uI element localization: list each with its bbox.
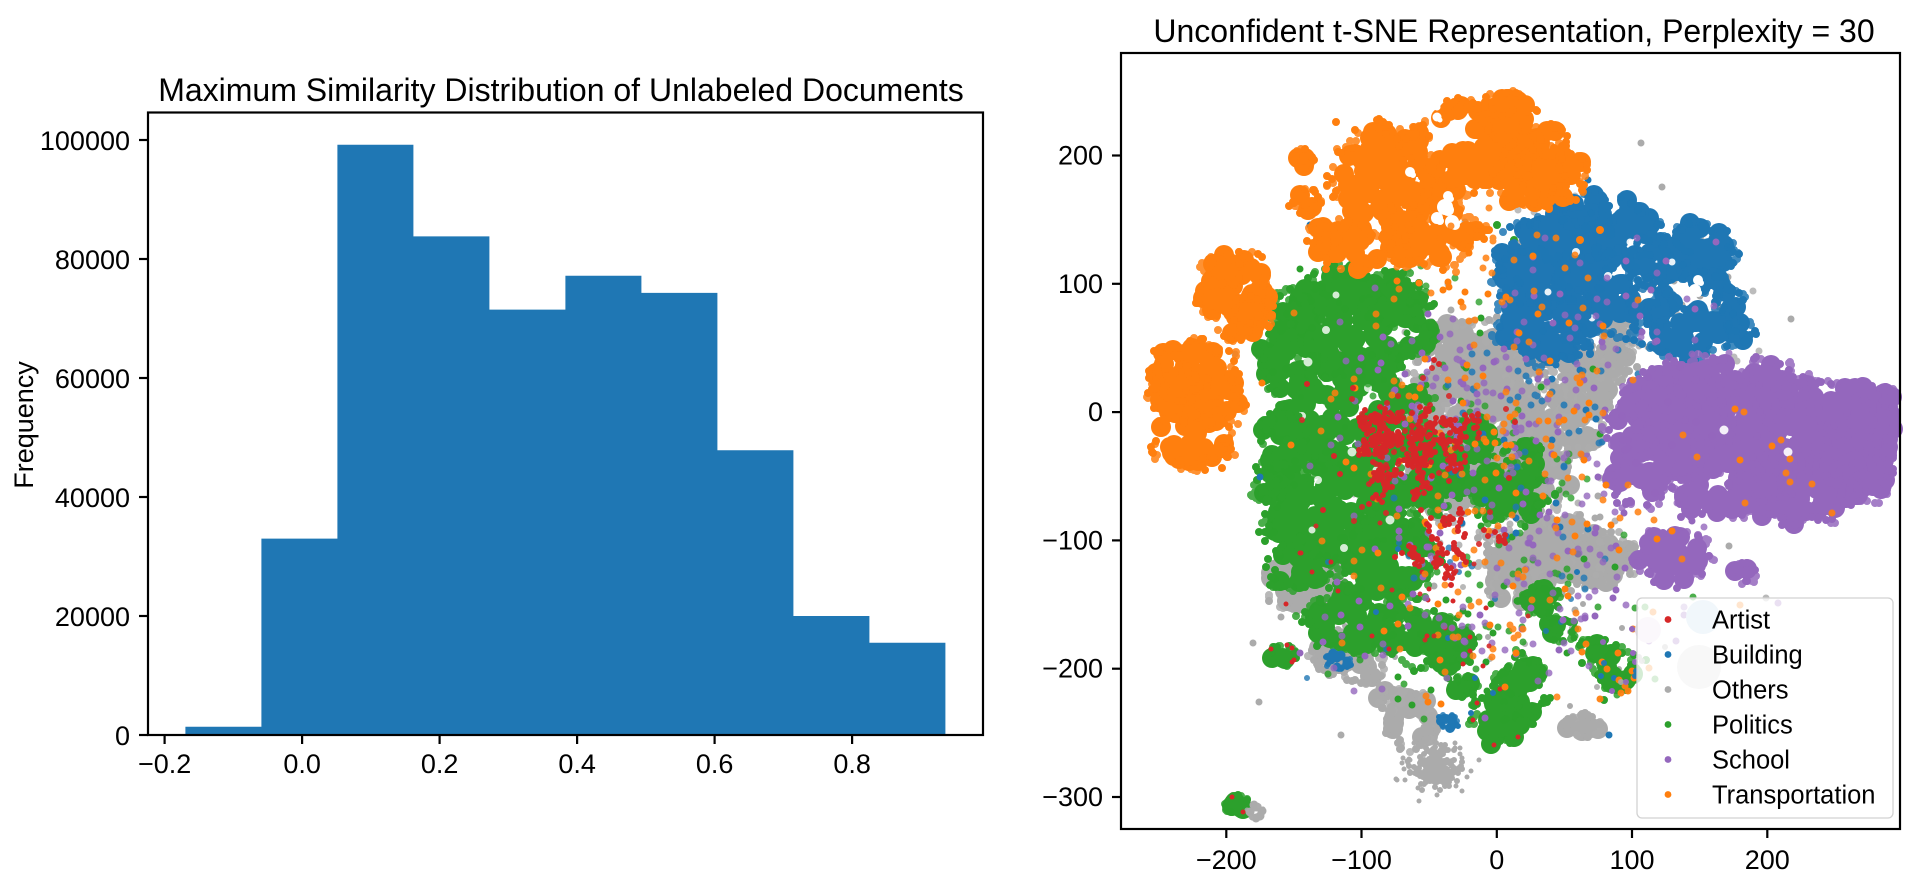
svg-text:0: 0 bbox=[1088, 397, 1103, 427]
svg-text:−300: −300 bbox=[1042, 782, 1103, 812]
svg-text:−100: −100 bbox=[1042, 525, 1103, 555]
svg-text:−0.2: −0.2 bbox=[138, 749, 191, 779]
svg-text:−200: −200 bbox=[1042, 654, 1103, 684]
svg-text:0.0: 0.0 bbox=[283, 749, 321, 779]
svg-text:Maximum Similarity Distributio: Maximum Similarity Distribution of Unlab… bbox=[158, 72, 964, 108]
svg-text:−100: −100 bbox=[1331, 845, 1392, 875]
svg-text:School: School bbox=[1712, 747, 1790, 775]
svg-text:0.2: 0.2 bbox=[421, 749, 459, 779]
svg-text:0.6: 0.6 bbox=[696, 749, 734, 779]
svg-text:60000: 60000 bbox=[55, 364, 130, 394]
svg-text:0.8: 0.8 bbox=[833, 749, 871, 779]
svg-text:Artist: Artist bbox=[1712, 607, 1770, 635]
svg-text:40000: 40000 bbox=[55, 483, 130, 513]
svg-text:20000: 20000 bbox=[55, 602, 130, 632]
svg-text:200: 200 bbox=[1058, 141, 1103, 171]
svg-text:Transportation: Transportation bbox=[1712, 782, 1875, 810]
svg-text:Frequency: Frequency bbox=[9, 361, 39, 489]
svg-text:100000: 100000 bbox=[40, 126, 130, 156]
svg-text:Building: Building bbox=[1712, 642, 1803, 670]
svg-text:100: 100 bbox=[1609, 845, 1654, 875]
svg-text:Politics: Politics bbox=[1712, 712, 1793, 740]
svg-text:0: 0 bbox=[115, 721, 130, 751]
svg-text:0.4: 0.4 bbox=[558, 749, 596, 779]
svg-text:−200: −200 bbox=[1196, 845, 1257, 875]
svg-text:100: 100 bbox=[1058, 269, 1103, 299]
svg-text:Others: Others bbox=[1712, 677, 1789, 705]
svg-text:0: 0 bbox=[1489, 845, 1504, 875]
svg-text:200: 200 bbox=[1745, 845, 1790, 875]
svg-text:Unconfident t-SNE Representati: Unconfident t-SNE Representation, Perple… bbox=[1153, 13, 1874, 49]
svg-text:80000: 80000 bbox=[55, 245, 130, 275]
